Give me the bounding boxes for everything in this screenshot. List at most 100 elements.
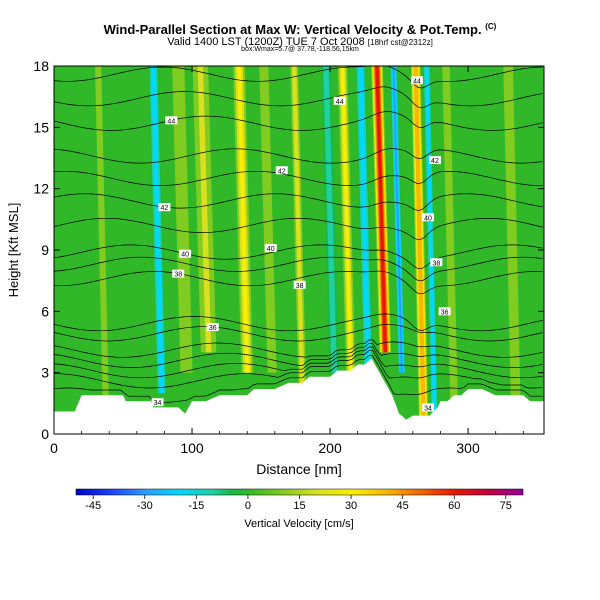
isentrope-label-bg (206, 323, 219, 332)
isentrope-line (54, 170, 543, 186)
velocity-band (337, 66, 356, 373)
isentrope-label: 42 (278, 168, 286, 175)
valid-time-suffix: [18hrf cst@2312z] (367, 38, 433, 47)
colorbar: -45 -30 -15 0 15 30 45 60 75 (75, 488, 524, 512)
chart-title-main: Wind-Parallel Section at Max W: Vertical… (103, 22, 482, 37)
isentrope-label: 40 (181, 252, 189, 259)
isentrope-line (54, 343, 543, 368)
x-tick-label: 0 (50, 440, 58, 456)
velocity-band-level (237, 66, 249, 373)
isentrope-label-bg (333, 96, 346, 105)
isentrope-label-bg (422, 213, 435, 222)
isentrope-label-bg (165, 116, 178, 125)
isentrope-label-bg (293, 280, 306, 289)
velocity-band (289, 66, 308, 394)
y-tick-label: 6 (41, 303, 49, 319)
velocity-band (390, 66, 406, 373)
isentrope-label-bg (275, 166, 288, 175)
isentrope-line (54, 350, 543, 389)
isentrope-line (54, 111, 543, 131)
velocity-band-level (197, 66, 212, 353)
terrain (54, 358, 544, 434)
isentrope-label: 38 (296, 283, 304, 290)
isentrope-label: 38 (432, 260, 440, 267)
isentrope-label: 42 (161, 205, 169, 212)
velocity-band (165, 66, 200, 373)
colorbar-tick-label: -30 (137, 500, 153, 512)
y-tick-label: 0 (41, 426, 49, 442)
velocity-band-level (341, 66, 353, 373)
velocity-band (440, 66, 461, 414)
chart-valid-time: Valid 1400 LST (1200Z) TUE 7 Oct 2008 [1… (0, 36, 600, 48)
valid-time-text: Valid 1400 LST (1200Z) TUE 7 Oct 2008 (167, 36, 365, 48)
velocity-band-level (503, 66, 522, 434)
potential-temperature-contours: 34 36 38 40 42 44 42 40 38 44 44 42 40 38 36 34 (54, 66, 543, 412)
isentrope-label-bg (172, 269, 185, 278)
isentrope-line (54, 323, 543, 342)
velocity-band (423, 66, 439, 434)
x-tick-label: 200 (318, 440, 342, 456)
velocity-band (491, 66, 533, 434)
colorbar-tick-label: 60 (448, 500, 460, 512)
isentrope-label: 36 (441, 309, 449, 316)
y-tick-label: 3 (41, 365, 49, 381)
velocity-band-level (392, 66, 403, 373)
colorbar-label: Vertical Velocity [cm/s] (244, 518, 353, 530)
x-tick-label: 100 (180, 440, 204, 456)
plot-area: 34 36 38 40 42 44 42 40 38 44 44 42 40 38 36 34 (54, 66, 544, 434)
chart-title: Wind-Parallel Section at Max W: Vertical… (0, 22, 600, 37)
colorbar-tick-label: 45 (397, 500, 409, 512)
velocity-band (233, 66, 254, 373)
velocity-band (320, 66, 341, 373)
colorbar-tick-label: 0 (245, 500, 251, 512)
isentrope-label-bg (428, 156, 441, 165)
velocity-band-level (292, 66, 304, 394)
colorbar-tick-label: 75 (500, 500, 512, 512)
velocity-band (148, 66, 167, 394)
isentrope-label-bg (422, 403, 435, 412)
isentrope-label: 42 (431, 158, 439, 165)
chart-subtitle: box:Wmax=5.7@ 37.78,-118.56,15km (241, 46, 359, 53)
isentrope-label: 40 (267, 246, 275, 253)
isentrope-line (54, 355, 543, 403)
isentrope-label: 44 (413, 78, 421, 85)
velocity-band (256, 66, 280, 373)
isentrope-label: 44 (336, 99, 344, 106)
isentrope-line (54, 256, 543, 282)
colorbar-tick-label: -45 (85, 500, 101, 512)
velocity-band-level (359, 66, 371, 394)
isentrope-line (54, 217, 543, 241)
colorbar-tick-label: 15 (293, 500, 305, 512)
isentrope-line (54, 86, 543, 109)
isentrope-line (54, 193, 543, 211)
y-axis-label: Height [Kft MSL] (6, 203, 21, 298)
isentrope-line (54, 313, 543, 332)
isentrope-label: 34 (154, 400, 162, 407)
y-tick-label: 12 (33, 181, 49, 197)
x-tick-label: 300 (456, 440, 480, 456)
isentrope-label: 40 (424, 215, 432, 222)
velocity-band (371, 66, 392, 353)
velocity-band-level (95, 66, 110, 434)
velocity-band-level (375, 66, 387, 353)
isentrope-line (54, 66, 543, 89)
isentrope-label-bg (158, 203, 171, 212)
velocity-band-level (174, 66, 191, 373)
y-tick-label: 15 (33, 119, 49, 135)
isentrope-label: 44 (167, 118, 175, 125)
velocity-field (54, 66, 533, 434)
isentrope-label-bg (151, 398, 164, 407)
y-tick-label: 18 (33, 58, 49, 74)
colorbar-tick-label: 30 (345, 500, 357, 512)
x-axis-label: Distance [nm] (256, 461, 342, 477)
velocity-band (355, 66, 374, 394)
velocity-band-level (425, 66, 436, 434)
colorbar-tick-label: -15 (188, 500, 204, 512)
isentrope-label-bg (430, 258, 443, 267)
isentrope-label-bg (411, 76, 424, 85)
colorbar-scale (75, 488, 524, 496)
isentrope-label: 38 (174, 272, 182, 279)
copyright-mark: (C) (485, 22, 497, 31)
velocity-band (54, 66, 80, 434)
